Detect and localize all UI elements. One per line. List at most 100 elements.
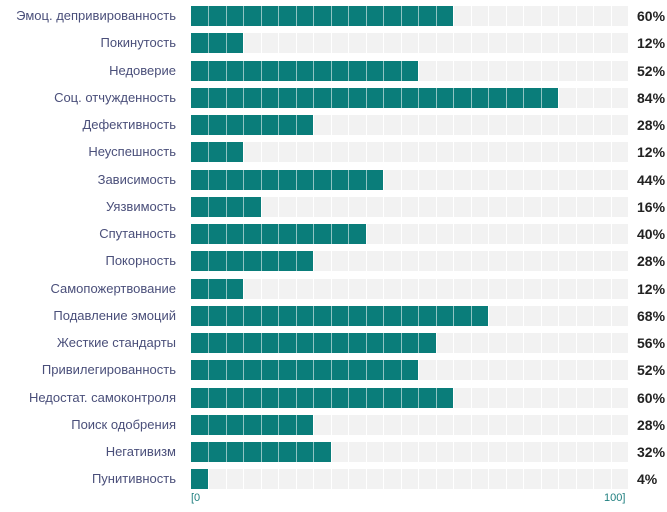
grid-line [610, 196, 612, 217]
grid-line [505, 33, 507, 54]
bar-segment-divider [330, 87, 332, 108]
grid-line [365, 142, 367, 163]
value-label: 60% [637, 389, 666, 406]
grid-line [260, 469, 262, 490]
bar-segment-divider [243, 442, 245, 462]
grid-line [558, 278, 560, 299]
grid-line [540, 333, 542, 353]
grid-line [435, 142, 437, 163]
bar-segment-divider [383, 387, 385, 408]
bar-segment-divider [225, 251, 227, 272]
grid-line [505, 305, 507, 326]
bar-segment-divider [225, 333, 227, 353]
category-label: Соц. отчужденность [54, 89, 176, 105]
bar-segment-divider [348, 169, 350, 190]
grid-line [470, 414, 472, 435]
grid-line [418, 442, 420, 462]
bar-segment-divider [243, 251, 245, 272]
grid-line [575, 60, 577, 81]
grid-line [523, 33, 525, 54]
bar [191, 60, 419, 81]
grid-line [453, 414, 455, 435]
grid-line [540, 142, 542, 163]
grid-line [365, 115, 367, 135]
bar-segment-divider [435, 305, 437, 326]
grid-line [225, 469, 227, 490]
grid-line [558, 442, 560, 462]
grid-line [330, 278, 332, 299]
grid-line [418, 469, 420, 490]
grid-line [453, 60, 455, 81]
bar-segment-divider [505, 87, 507, 108]
grid-line [540, 115, 542, 135]
grid-line [523, 6, 525, 26]
grid-line [610, 115, 612, 135]
grid-line [540, 305, 542, 326]
bar-segment-divider [313, 60, 315, 81]
bar-segment-divider [278, 333, 280, 353]
bar-segment-divider [313, 305, 315, 326]
bar-segment-divider [330, 387, 332, 408]
grid-line [558, 169, 560, 190]
value-label: 52% [637, 362, 666, 379]
grid-line [260, 33, 262, 54]
bar-segment-divider [208, 87, 210, 108]
grid-line [400, 169, 402, 190]
grid-line [260, 142, 262, 163]
bar-segment-divider [400, 387, 402, 408]
grid-line [558, 469, 560, 490]
bar-segment-divider [260, 224, 262, 244]
grid-line [575, 87, 577, 108]
bar [191, 387, 454, 408]
bar [191, 196, 261, 217]
bar-segment-divider [260, 387, 262, 408]
grid-line [558, 414, 560, 435]
grid-line [453, 333, 455, 353]
bar-segment-divider [383, 87, 385, 108]
grid-line [383, 142, 385, 163]
bar-segment-divider [330, 169, 332, 190]
grid-line [365, 469, 367, 490]
bar-segment-divider [243, 414, 245, 435]
value-label: 12% [637, 280, 666, 297]
bar [191, 442, 331, 462]
category-label: Подавление эмоций [53, 307, 176, 323]
bar-segment-divider [313, 87, 315, 108]
grid-line [418, 169, 420, 190]
bar-segment-divider [225, 414, 227, 435]
value-label: 60% [637, 8, 666, 24]
bar-segment-divider [243, 87, 245, 108]
grid-line [330, 469, 332, 490]
grid-line [593, 333, 595, 353]
grid-line [575, 169, 577, 190]
grid-line [453, 33, 455, 54]
grid-line [365, 414, 367, 435]
bar-segment-divider [243, 60, 245, 81]
grid-line [418, 414, 420, 435]
bar [191, 278, 244, 299]
grid-line [505, 196, 507, 217]
bar [191, 169, 384, 190]
grid-line [435, 469, 437, 490]
grid-line [453, 142, 455, 163]
grid-line [453, 469, 455, 490]
grid-line [330, 196, 332, 217]
bar-segment-divider [383, 333, 385, 353]
bar-segment-divider [260, 6, 262, 26]
grid-line [523, 224, 525, 244]
grid-line [348, 278, 350, 299]
bar-segment-divider [243, 169, 245, 190]
bar-segment-divider [400, 333, 402, 353]
grid-line [260, 278, 262, 299]
grid-line [453, 360, 455, 381]
grid-line [610, 360, 612, 381]
grid-line [470, 442, 472, 462]
grid-line [243, 278, 245, 299]
grid-line [400, 442, 402, 462]
grid-line [488, 60, 490, 81]
bar-segment-divider [278, 6, 280, 26]
category-label: Жесткие стандарты [56, 335, 176, 350]
bar-segment-divider [383, 60, 385, 81]
bar-segment-divider [295, 169, 297, 190]
